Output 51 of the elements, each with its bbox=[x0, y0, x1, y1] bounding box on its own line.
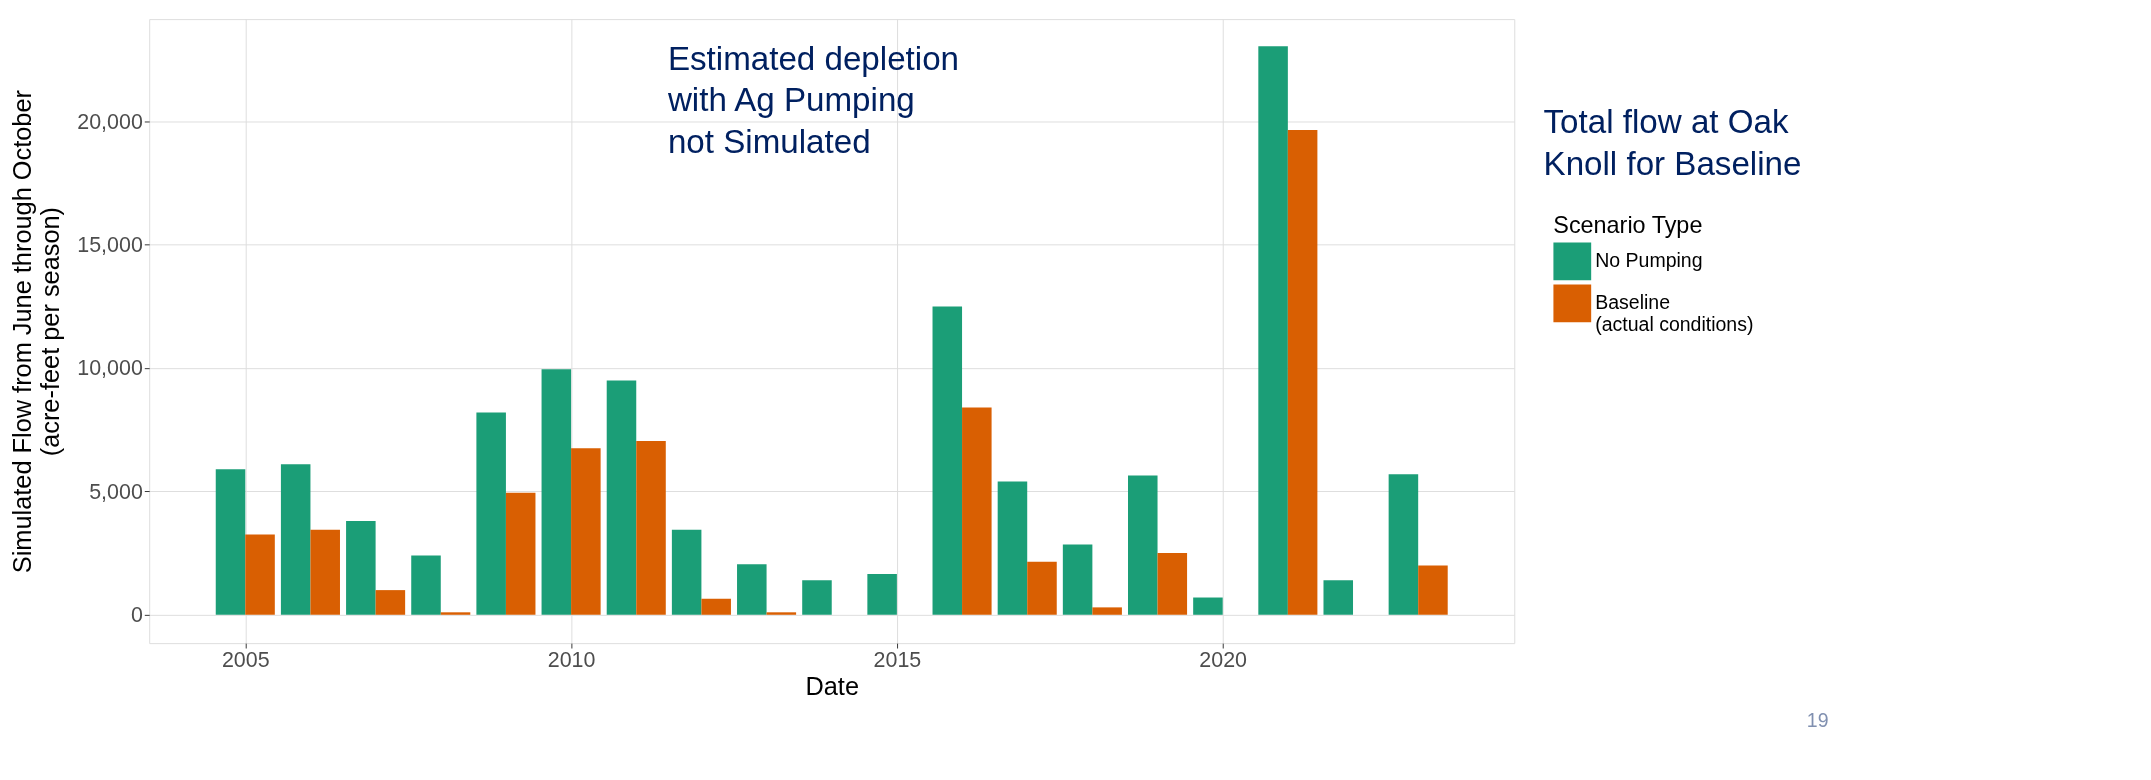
bar bbox=[737, 564, 767, 615]
y-tick-label: 0 bbox=[130, 603, 143, 628]
bar bbox=[867, 574, 897, 615]
y-tick-label: 15,000 bbox=[77, 233, 143, 258]
bar bbox=[962, 407, 992, 615]
bar bbox=[1062, 544, 1093, 615]
bar bbox=[505, 492, 536, 615]
bar bbox=[606, 380, 637, 615]
x-tick-label: 2015 bbox=[873, 648, 922, 673]
bar bbox=[1323, 580, 1354, 615]
bar bbox=[1027, 561, 1057, 615]
bar bbox=[1388, 474, 1419, 615]
x-axis-title: Date bbox=[805, 672, 859, 701]
bar bbox=[802, 580, 832, 615]
legend-label: Baseline (actual conditions) bbox=[1595, 291, 1754, 335]
bar bbox=[411, 555, 441, 615]
text: Total flow at Oak Knoll for Baseline bbox=[1543, 103, 1802, 182]
bar bbox=[1287, 130, 1318, 615]
x-tick-label: 2005 bbox=[221, 648, 270, 673]
y-tick-label: 10,000 bbox=[77, 356, 143, 381]
y-tick-label: 5,000 bbox=[89, 479, 143, 504]
text: 19 bbox=[1806, 709, 1829, 731]
annotation: Estimated depletion with Ag Pumping not Simulated bbox=[666, 39, 960, 160]
bar bbox=[346, 521, 376, 615]
bar bbox=[1128, 475, 1158, 615]
bar bbox=[245, 534, 275, 615]
bar bbox=[310, 529, 340, 615]
bar bbox=[571, 448, 601, 615]
bar bbox=[932, 306, 963, 615]
bar bbox=[997, 481, 1028, 615]
bar bbox=[440, 612, 471, 615]
bar bbox=[1258, 46, 1288, 615]
legend-label: No Pumping bbox=[1595, 249, 1703, 272]
legend-title: Scenario Type bbox=[1553, 211, 1703, 238]
x-tick-label: 2020 bbox=[1199, 648, 1248, 673]
x-tick-label: 2010 bbox=[547, 648, 596, 673]
bar bbox=[1157, 553, 1188, 615]
y-tick-label: 20,000 bbox=[77, 109, 143, 134]
bar bbox=[476, 412, 506, 615]
y-axis-title: Simulated Flow from June through October (acre-feet per season) bbox=[8, 89, 64, 574]
bar bbox=[636, 440, 666, 615]
bar bbox=[766, 612, 797, 615]
bar bbox=[375, 590, 406, 615]
bar bbox=[1193, 597, 1223, 615]
bar bbox=[671, 529, 702, 615]
bar bbox=[215, 469, 246, 615]
bar bbox=[1418, 565, 1448, 615]
bar bbox=[280, 464, 311, 615]
bar bbox=[1092, 607, 1122, 615]
bar bbox=[701, 598, 731, 615]
bar bbox=[541, 369, 572, 615]
